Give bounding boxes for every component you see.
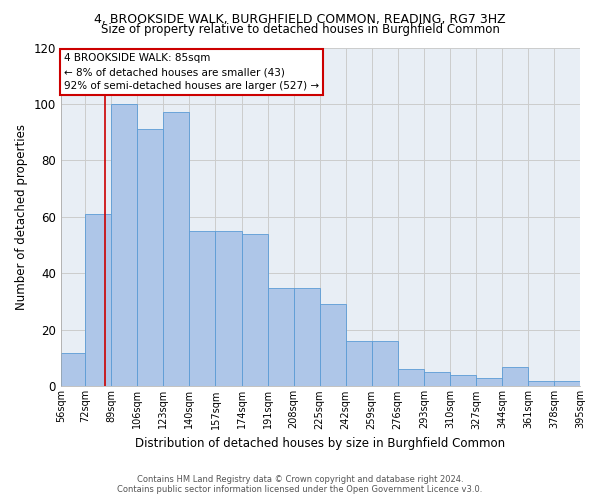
Bar	[346, 341, 372, 386]
Bar	[528, 380, 554, 386]
Y-axis label: Number of detached properties: Number of detached properties	[15, 124, 28, 310]
Bar	[112, 104, 137, 387]
Bar	[242, 234, 268, 386]
Bar	[190, 231, 215, 386]
Bar	[554, 380, 580, 386]
Bar	[450, 375, 476, 386]
Text: 4, BROOKSIDE WALK, BURGHFIELD COMMON, READING, RG7 3HZ: 4, BROOKSIDE WALK, BURGHFIELD COMMON, RE…	[94, 12, 506, 26]
Text: Contains HM Land Registry data © Crown copyright and database right 2024.
Contai: Contains HM Land Registry data © Crown c…	[118, 474, 482, 494]
Bar	[61, 352, 85, 386]
Bar	[215, 231, 242, 386]
Bar	[163, 112, 190, 386]
Bar	[320, 304, 346, 386]
Bar	[502, 366, 528, 386]
Text: 4 BROOKSIDE WALK: 85sqm
← 8% of detached houses are smaller (43)
92% of semi-det: 4 BROOKSIDE WALK: 85sqm ← 8% of detached…	[64, 53, 319, 91]
Text: Size of property relative to detached houses in Burghfield Common: Size of property relative to detached ho…	[101, 22, 499, 36]
Bar	[268, 288, 293, 386]
Bar	[398, 370, 424, 386]
Bar	[424, 372, 450, 386]
Bar	[137, 130, 163, 386]
Bar	[372, 341, 398, 386]
X-axis label: Distribution of detached houses by size in Burghfield Common: Distribution of detached houses by size …	[136, 437, 505, 450]
Bar	[85, 214, 112, 386]
Bar	[476, 378, 502, 386]
Bar	[293, 288, 320, 386]
